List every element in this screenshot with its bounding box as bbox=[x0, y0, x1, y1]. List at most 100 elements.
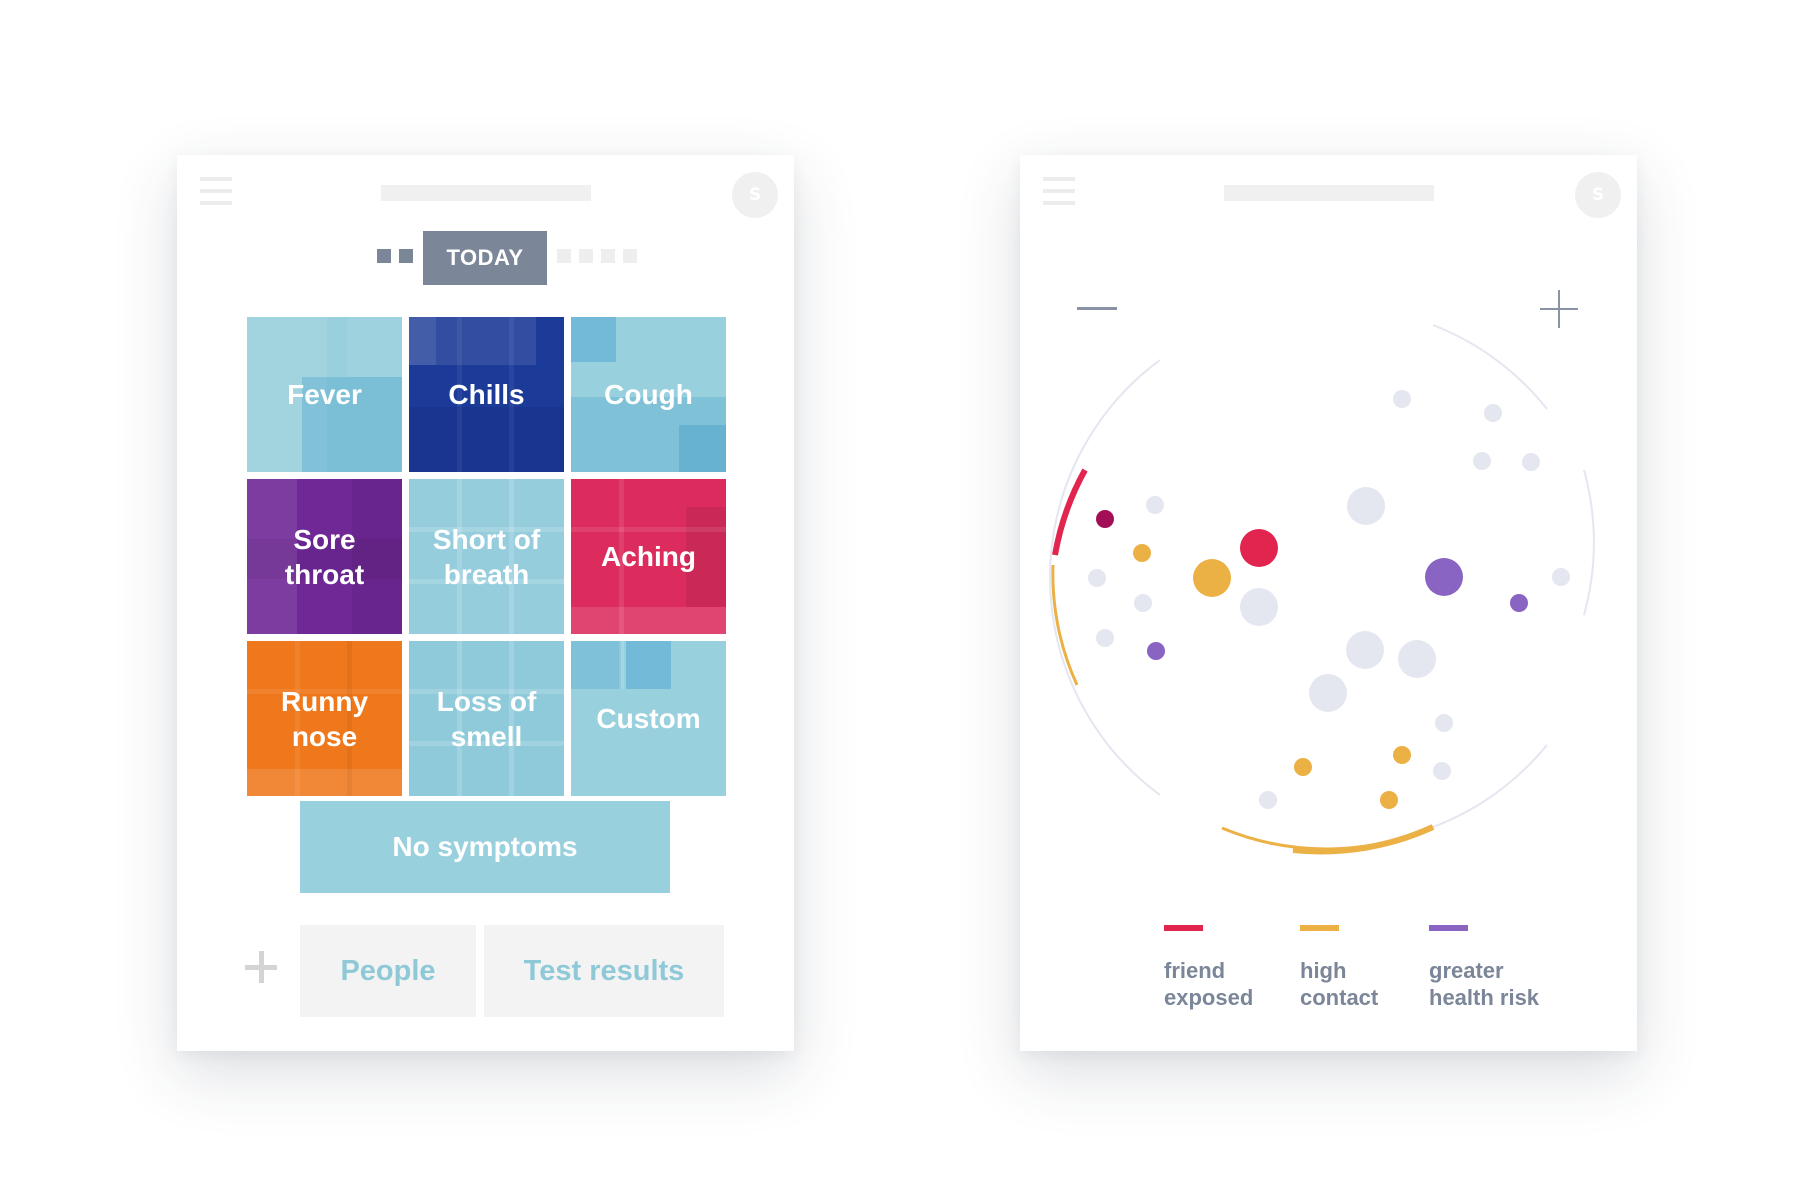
tile-texture bbox=[247, 689, 402, 694]
contact-node-neutral[interactable] bbox=[1088, 569, 1106, 587]
tile-texture bbox=[571, 607, 726, 634]
symptom-screen: S TODAY Fever Chills Cough Sore throat Short… bbox=[177, 155, 794, 1051]
contact-node-neutral[interactable] bbox=[1393, 390, 1411, 408]
legend-label: friend exposed bbox=[1164, 958, 1254, 1010]
contact-node-neutral[interactable] bbox=[1484, 404, 1502, 422]
tile-texture bbox=[457, 479, 462, 634]
contact-node-contact[interactable] bbox=[1133, 544, 1151, 562]
contact-node-risk[interactable] bbox=[1147, 642, 1165, 660]
tile-texture bbox=[409, 317, 436, 365]
today-tab[interactable]: TODAY bbox=[423, 231, 547, 285]
tile-texture bbox=[347, 317, 402, 377]
tile-texture bbox=[295, 641, 300, 796]
symptom-label: Cough bbox=[604, 379, 693, 410]
symptom-tile-aching[interactable]: Aching bbox=[571, 479, 726, 634]
tile-texture bbox=[457, 641, 462, 796]
contact-node-neutral[interactable] bbox=[1240, 588, 1278, 626]
contact-node-contact[interactable] bbox=[1393, 746, 1411, 764]
symptom-label: Sore throat bbox=[284, 523, 365, 590]
symptom-tile-custom[interactable]: Custom bbox=[571, 641, 726, 796]
symptom-tile-cough[interactable]: Cough bbox=[571, 317, 726, 472]
tile-texture bbox=[571, 397, 726, 472]
contact-node-neutral[interactable] bbox=[1146, 496, 1164, 514]
contact-node-contact[interactable] bbox=[1193, 559, 1231, 597]
network-screen: S friend exposed high contact greater he… bbox=[1020, 155, 1637, 1051]
tile-texture bbox=[247, 539, 402, 579]
symptom-tile-short-of-breath[interactable]: Short of breath bbox=[409, 479, 564, 634]
people-button[interactable]: People bbox=[300, 925, 476, 1017]
symptom-label: Aching bbox=[601, 541, 696, 572]
contact-node-neutral[interactable] bbox=[1552, 568, 1570, 586]
network-ring-bottom-right bbox=[1432, 744, 1548, 828]
previous-days[interactable] bbox=[377, 249, 421, 263]
no-symptoms-button[interactable]: No symptoms bbox=[300, 801, 670, 893]
title-placeholder bbox=[381, 185, 591, 201]
tile-texture bbox=[347, 641, 352, 796]
contact-arc-bottom-heavy bbox=[1292, 824, 1435, 855]
legend-swatch bbox=[1429, 925, 1468, 931]
legend-greater-health-risk: greater health risk bbox=[1429, 925, 1569, 1011]
symptom-label: Custom bbox=[596, 703, 701, 734]
exposed-arc bbox=[1052, 468, 1088, 556]
tile-texture bbox=[247, 769, 402, 796]
symptom-tile-runny-nose[interactable]: Runny nose bbox=[247, 641, 402, 796]
contact-nodes bbox=[1088, 390, 1570, 809]
test-results-button[interactable]: Test results bbox=[484, 925, 724, 1017]
tile-texture bbox=[409, 527, 564, 532]
contact-node-neutral[interactable] bbox=[1347, 487, 1385, 525]
contact-node-neutral[interactable] bbox=[1346, 631, 1384, 669]
contact-node-neutral[interactable] bbox=[1134, 594, 1152, 612]
symptom-tile-loss-of-smell[interactable]: Loss of smell bbox=[409, 641, 564, 796]
legend-swatch bbox=[1300, 925, 1339, 931]
contact-node-neutral[interactable] bbox=[1398, 640, 1436, 678]
contact-arc-left bbox=[1051, 564, 1079, 686]
tile-texture bbox=[686, 507, 726, 607]
contact-node-risk[interactable] bbox=[1510, 594, 1528, 612]
tile-texture bbox=[619, 641, 624, 689]
contact-node-contact[interactable] bbox=[1294, 758, 1312, 776]
tile-texture bbox=[509, 479, 514, 634]
contact-node-exposed[interactable] bbox=[1096, 510, 1114, 528]
symptom-label: Runny nose bbox=[280, 685, 369, 752]
tile-texture bbox=[619, 479, 624, 634]
tile-texture bbox=[409, 689, 564, 694]
tile-texture bbox=[247, 479, 297, 634]
symptom-tile-chills[interactable]: Chills bbox=[409, 317, 564, 472]
tile-texture bbox=[509, 317, 514, 472]
contact-node-neutral[interactable] bbox=[1435, 714, 1453, 732]
add-icon[interactable] bbox=[245, 951, 277, 983]
menu-icon[interactable] bbox=[1043, 177, 1075, 209]
contact-node-neutral[interactable] bbox=[1259, 791, 1277, 809]
legend-label: high contact bbox=[1300, 958, 1379, 1010]
symptom-label: Short of breath bbox=[432, 523, 541, 590]
symptom-label: Chills bbox=[448, 379, 525, 410]
menu-icon[interactable] bbox=[200, 177, 232, 209]
contact-node-neutral[interactable] bbox=[1473, 452, 1491, 470]
avatar[interactable]: S bbox=[1575, 172, 1621, 218]
contact-node-contact[interactable] bbox=[1380, 791, 1398, 809]
contact-node-neutral[interactable] bbox=[1433, 762, 1451, 780]
zoom-in-icon[interactable] bbox=[1540, 290, 1578, 328]
contact-node-risk[interactable] bbox=[1425, 558, 1463, 596]
tile-texture bbox=[457, 317, 462, 472]
legend-high-contact: high contact bbox=[1300, 925, 1440, 1011]
legend-friend-exposed: friend exposed bbox=[1164, 925, 1304, 1011]
symptom-tile-sore-throat[interactable]: Sore throat bbox=[247, 479, 402, 634]
tile-texture bbox=[409, 479, 564, 634]
legend-label: greater health risk bbox=[1429, 958, 1540, 1010]
contact-node-neutral[interactable] bbox=[1309, 674, 1347, 712]
tile-texture bbox=[247, 317, 327, 472]
contact-node-neutral[interactable] bbox=[1096, 629, 1114, 647]
tile-texture bbox=[436, 317, 536, 365]
avatar[interactable]: S bbox=[732, 172, 778, 218]
zoom-out-icon[interactable] bbox=[1077, 307, 1117, 310]
tile-texture bbox=[409, 579, 564, 584]
symptom-tile-fever[interactable]: Fever bbox=[247, 317, 402, 472]
contact-network[interactable] bbox=[1020, 155, 1637, 1051]
tile-texture bbox=[302, 377, 402, 472]
symptom-label: Fever bbox=[287, 379, 362, 410]
title-placeholder bbox=[1224, 185, 1434, 201]
contact-node-neutral[interactable] bbox=[1522, 453, 1540, 471]
contact-node-exposed[interactable] bbox=[1240, 529, 1278, 567]
network-ring-right bbox=[1583, 469, 1595, 616]
